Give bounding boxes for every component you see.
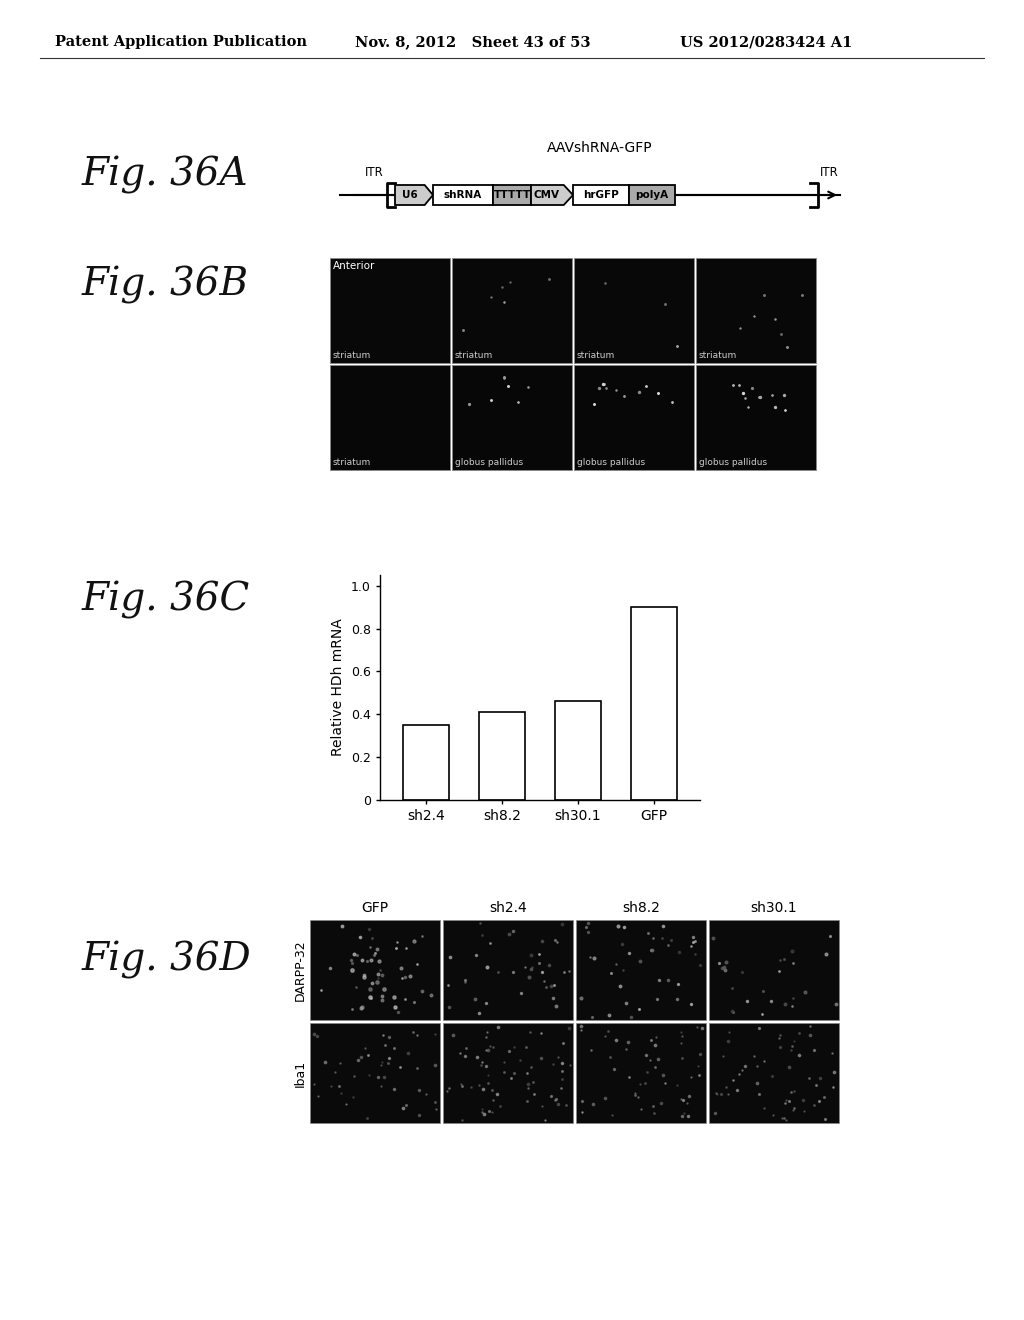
- Text: globus pallidus: globus pallidus: [455, 458, 523, 467]
- Text: Anterior: Anterior: [333, 261, 376, 271]
- Text: sh8.2: sh8.2: [622, 902, 659, 915]
- Bar: [330, 366, 450, 470]
- Bar: [443, 920, 573, 1020]
- Bar: [696, 366, 816, 470]
- Bar: [433, 185, 493, 205]
- Bar: [452, 366, 572, 470]
- Text: Patent Application Publication: Patent Application Publication: [55, 36, 307, 49]
- Text: Fig. 36D: Fig. 36D: [82, 941, 252, 979]
- Bar: [575, 1023, 706, 1123]
- Bar: [574, 366, 694, 470]
- Text: DARPP-32: DARPP-32: [294, 940, 306, 1001]
- Text: sh30.1: sh30.1: [751, 902, 798, 915]
- Bar: [632, 607, 677, 800]
- Text: U6: U6: [401, 190, 418, 201]
- Bar: [479, 713, 524, 800]
- Text: Fig. 36B: Fig. 36B: [82, 267, 249, 304]
- Bar: [555, 701, 601, 800]
- Bar: [310, 920, 440, 1020]
- Text: Nov. 8, 2012   Sheet 43 of 53: Nov. 8, 2012 Sheet 43 of 53: [355, 36, 591, 49]
- Text: Iba1: Iba1: [294, 1060, 306, 1086]
- Text: Fig. 36A: Fig. 36A: [82, 156, 249, 194]
- Bar: [573, 185, 629, 205]
- Bar: [629, 185, 675, 205]
- Text: CMV: CMV: [534, 190, 560, 201]
- Text: US 2012/0283424 A1: US 2012/0283424 A1: [680, 36, 852, 49]
- Bar: [709, 1023, 839, 1123]
- Text: ITR: ITR: [365, 166, 384, 180]
- Text: TTTTT: TTTTT: [494, 190, 530, 201]
- Y-axis label: Relative HDh mRNA: Relative HDh mRNA: [332, 619, 345, 756]
- Text: polyA: polyA: [636, 190, 669, 201]
- Text: AAVshRNA-GFP: AAVshRNA-GFP: [547, 141, 653, 154]
- Text: Fig. 36C: Fig. 36C: [82, 581, 250, 619]
- Bar: [452, 257, 572, 363]
- Bar: [575, 920, 706, 1020]
- Bar: [493, 185, 531, 205]
- Text: globus pallidus: globus pallidus: [699, 458, 767, 467]
- Text: striatum: striatum: [455, 351, 494, 360]
- Polygon shape: [531, 185, 573, 205]
- Text: GFP: GFP: [361, 902, 388, 915]
- Text: striatum: striatum: [699, 351, 737, 360]
- Text: ITR: ITR: [820, 166, 839, 180]
- Polygon shape: [395, 185, 433, 205]
- Text: striatum: striatum: [333, 458, 372, 467]
- Text: shRNA: shRNA: [443, 190, 482, 201]
- Text: striatum: striatum: [333, 351, 372, 360]
- Bar: [402, 725, 449, 800]
- Bar: [310, 1023, 440, 1123]
- Text: hrGFP: hrGFP: [583, 190, 618, 201]
- Bar: [709, 920, 839, 1020]
- Bar: [330, 257, 450, 363]
- Bar: [696, 257, 816, 363]
- Bar: [574, 257, 694, 363]
- Text: sh2.4: sh2.4: [489, 902, 527, 915]
- Text: globus pallidus: globus pallidus: [577, 458, 645, 467]
- Text: striatum: striatum: [577, 351, 615, 360]
- Bar: [443, 1023, 573, 1123]
